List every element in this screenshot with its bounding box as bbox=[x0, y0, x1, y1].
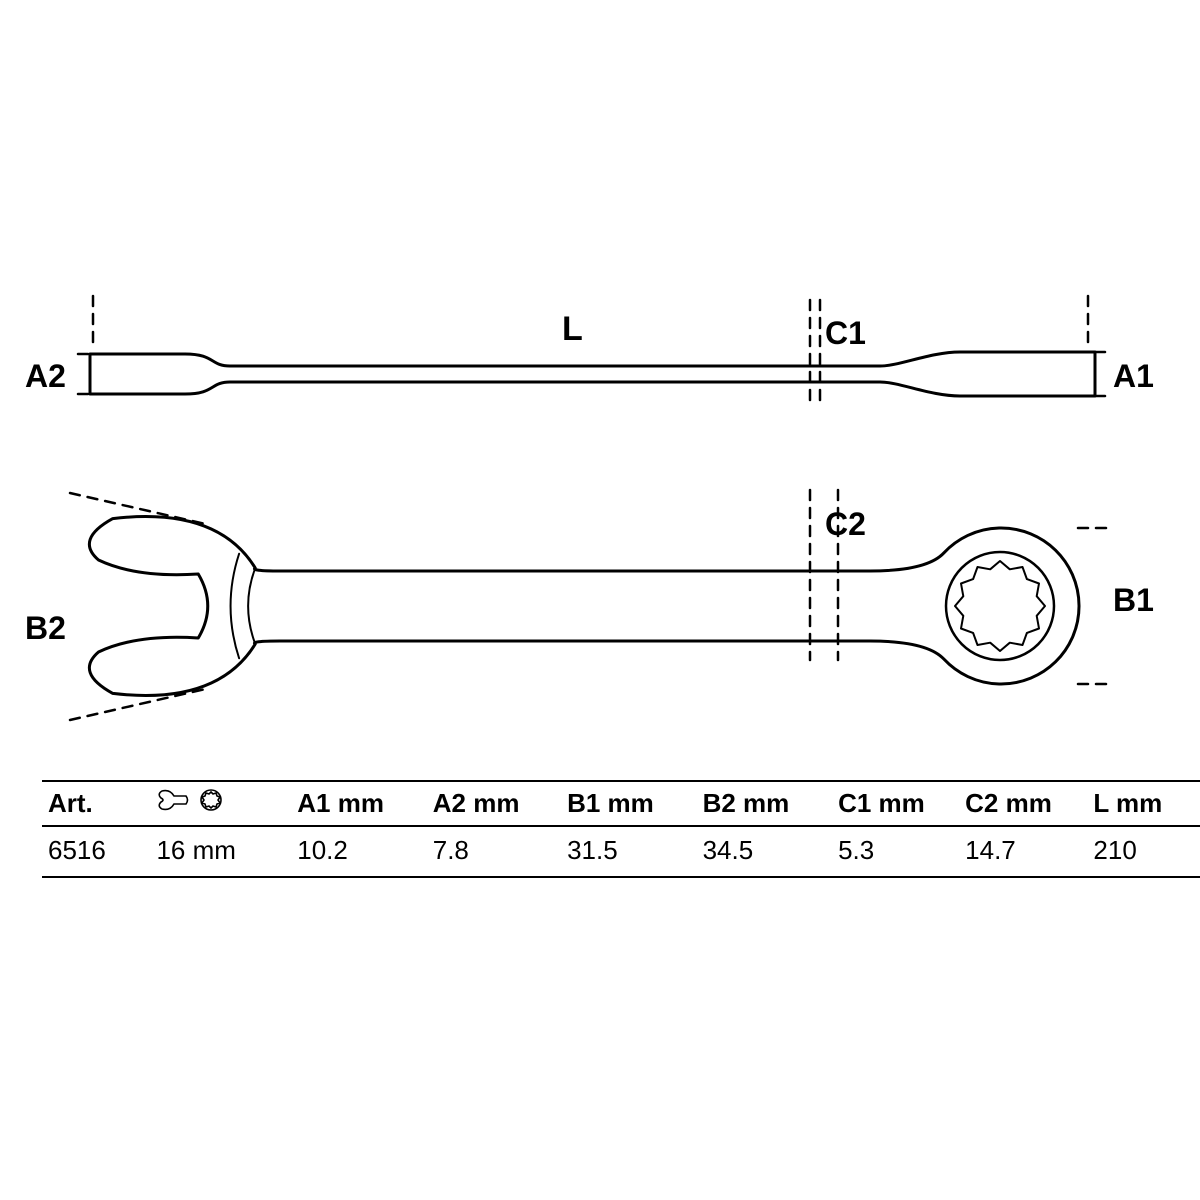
dim-label-C2: C2 bbox=[825, 506, 866, 543]
cell-A1: 10.2 bbox=[291, 826, 427, 877]
cell-size: 16 mm bbox=[150, 826, 291, 877]
cell-B2: 34.5 bbox=[697, 826, 833, 877]
col-header: B2 mm bbox=[697, 781, 833, 826]
col-header: A1 mm bbox=[291, 781, 427, 826]
cell-B1: 31.5 bbox=[561, 826, 697, 877]
cell-C1: 5.3 bbox=[832, 826, 959, 877]
wrench-open-icon bbox=[156, 788, 190, 812]
spec-table: Art. A1 mmA2 mmB1 mmB2 mmC1 mmC2 mmL mm … bbox=[42, 780, 1200, 878]
dim-label-B2: B2 bbox=[25, 610, 66, 647]
cell-A2: 7.8 bbox=[427, 826, 561, 877]
col-header: A2 mm bbox=[427, 781, 561, 826]
dim-label-C1: C1 bbox=[825, 315, 866, 352]
col-header: C1 mm bbox=[832, 781, 959, 826]
col-header: C2 mm bbox=[959, 781, 1087, 826]
technical-drawing bbox=[0, 0, 1200, 770]
col-header bbox=[150, 781, 291, 826]
dim-label-A1: A1 bbox=[1113, 358, 1154, 395]
dim-label-A2: A2 bbox=[25, 358, 66, 395]
col-header: L mm bbox=[1087, 781, 1200, 826]
col-header: Art. bbox=[42, 781, 150, 826]
col-header: B1 mm bbox=[561, 781, 697, 826]
dim-label-B1: B1 bbox=[1113, 582, 1154, 619]
cell-L: 210 bbox=[1087, 826, 1200, 877]
cell-C2: 14.7 bbox=[959, 826, 1087, 877]
cell-art: 6516 bbox=[42, 826, 150, 877]
wrench-ring-icon bbox=[198, 788, 224, 812]
dim-label-L: L bbox=[562, 310, 583, 349]
